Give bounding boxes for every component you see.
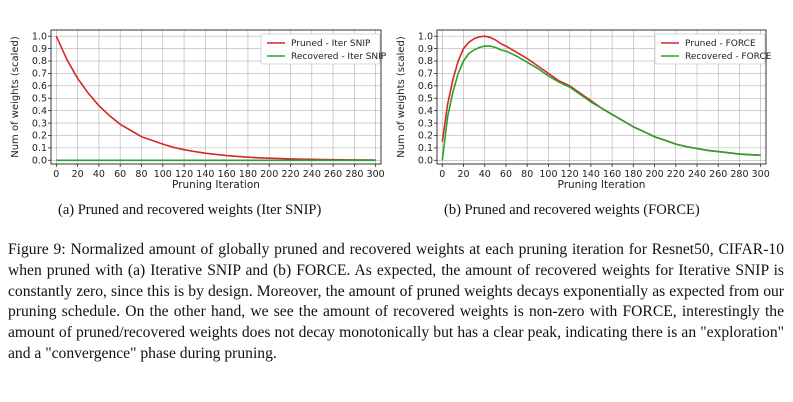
y-tick-label: 0.1 [32, 143, 47, 154]
legend-entry: Pruned - FORCE [685, 39, 756, 49]
y-tick-label: 1.0 [418, 31, 433, 42]
y-tick-label: 0.1 [418, 143, 433, 154]
y-tick-label: 0.8 [418, 56, 433, 67]
x-tick-label: 180 [624, 169, 642, 180]
y-tick-label: 0.5 [418, 93, 433, 104]
x-tick-label: 300 [367, 169, 385, 180]
y-axis-label: Num of weights (scaled) [396, 36, 407, 158]
x-tick-label: 20 [72, 169, 84, 180]
x-tick-label: 180 [239, 169, 257, 180]
series-line-recovered [441, 45, 761, 161]
y-tick-label: 0.6 [418, 81, 433, 92]
legend-box [260, 33, 381, 65]
legend: Pruned - Iter SNIP Recovered - Iter SNIP [260, 33, 387, 65]
x-tick-label: 200 [260, 169, 278, 180]
legend-entry: Recovered - FORCE [685, 52, 772, 62]
y-tick-label: 0.5 [32, 93, 47, 104]
y-tick-label: 0.6 [32, 81, 47, 92]
y-tick-label: 0.3 [32, 118, 47, 129]
y-axis-label: Num of weights (scaled) [10, 36, 21, 158]
y-tick-label: 0.7 [32, 69, 47, 80]
x-tick-label: 120 [175, 169, 193, 180]
x-tick-label: 0 [53, 169, 59, 180]
y-tick-label: 0.4 [418, 106, 433, 117]
y-tick-label: 0.0 [32, 155, 47, 166]
x-tick-label: 0 [439, 169, 445, 180]
x-tick-label: 160 [218, 169, 236, 180]
x-tick-label: 260 [709, 169, 727, 180]
x-axis-label: Pruning Iteration [172, 179, 260, 191]
x-tick-label: 60 [114, 169, 126, 180]
x-tick-label: 100 [539, 169, 557, 180]
y-tick-label: 0.0 [418, 155, 433, 166]
x-tick-label: 300 [752, 169, 770, 180]
y-tick-label: 1.0 [32, 31, 47, 42]
x-tick-label: 120 [561, 169, 579, 180]
x-tick-label: 240 [303, 169, 321, 180]
x-tick-label: 280 [345, 169, 363, 180]
legend-entry: Pruned - Iter SNIP [291, 39, 371, 49]
x-tick-label: 240 [688, 169, 706, 180]
x-tick-label: 160 [603, 169, 621, 180]
x-tick-label: 260 [324, 169, 342, 180]
x-tick-label: 100 [154, 169, 172, 180]
chart-iter-snip: 0 20 40 60 80 100 120 140 160 180 200 220 240 260 280 3… [10, 29, 387, 191]
x-tick-label: 40 [479, 169, 491, 180]
legend-box [654, 33, 766, 65]
x-tick-label: 140 [196, 169, 214, 180]
y-tick-label: 0.3 [418, 118, 433, 129]
x-tick-label: 20 [457, 169, 469, 180]
chart-force: 0 20 40 60 80 100 120 140 160 180 200 220 240 260 280 3… [396, 29, 772, 191]
y-tick-label: 0.2 [418, 131, 433, 142]
y-tick-label: 0.2 [32, 131, 47, 142]
plot-frame [436, 29, 767, 165]
y-tick-label: 0.9 [32, 44, 47, 55]
legend: Pruned - FORCE Recovered - FORCE [654, 33, 772, 65]
subcaption-b: (b) Pruned and recovered weights (FORCE) [444, 202, 700, 218]
figure-caption: Figure 9: Normalized amount of globally … [8, 241, 784, 362]
x-tick-label: 40 [93, 169, 105, 180]
x-tick-label: 140 [582, 169, 600, 180]
x-axis-label: Pruning Iteration [558, 179, 646, 191]
plot-frame [50, 29, 382, 165]
x-tick-label: 220 [281, 169, 299, 180]
x-tick-label: 60 [500, 169, 512, 180]
x-tick-label: 80 [521, 169, 533, 180]
y-tick-label: 0.7 [418, 69, 433, 80]
y-tick-label: 0.9 [418, 44, 433, 55]
x-tick-label: 80 [135, 169, 147, 180]
subcaption-a: (a) Pruned and recovered weights (Iter S… [58, 202, 322, 218]
x-tick-label: 220 [667, 169, 685, 180]
y-tick-label: 0.4 [32, 106, 47, 117]
x-tick-label: 200 [645, 169, 663, 180]
legend-entry: Recovered - Iter SNIP [291, 52, 387, 62]
y-tick-label: 0.8 [32, 56, 47, 67]
x-tick-label: 280 [730, 169, 748, 180]
